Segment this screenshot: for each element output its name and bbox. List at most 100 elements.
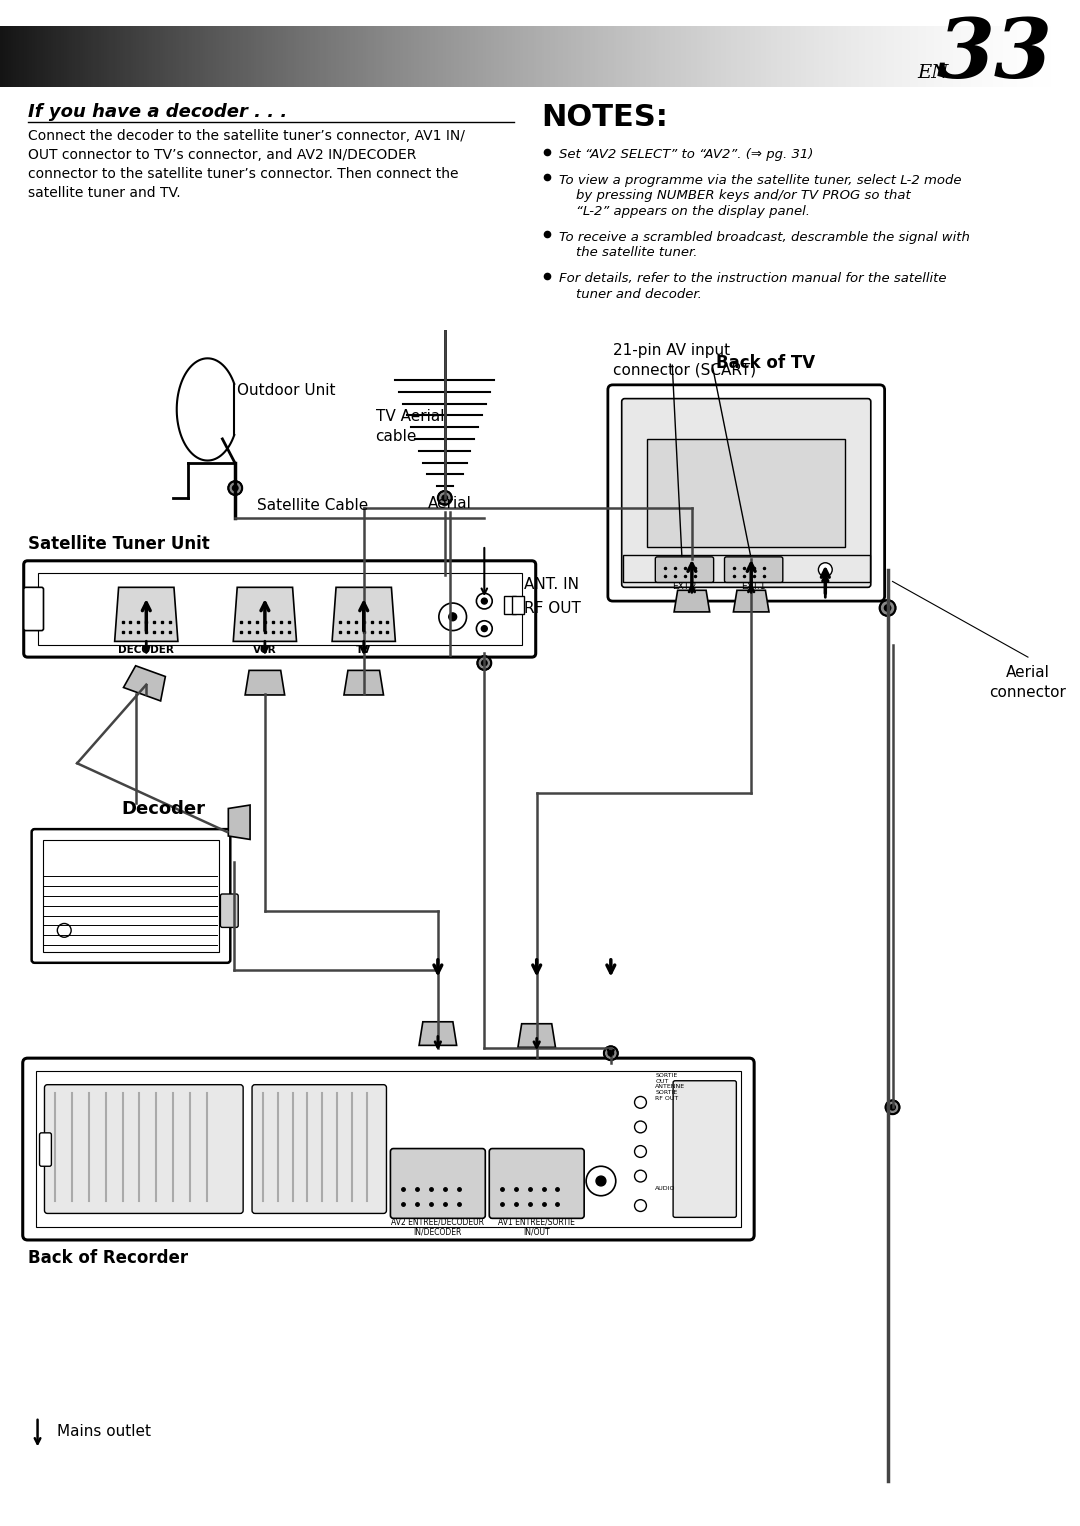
Bar: [328, 26, 332, 87]
Bar: [1001, 26, 1004, 87]
Bar: [1003, 26, 1007, 87]
Circle shape: [586, 1166, 616, 1196]
Bar: [64, 26, 67, 87]
Text: 33: 33: [936, 15, 1053, 95]
Bar: [571, 26, 575, 87]
Bar: [555, 26, 558, 87]
Bar: [769, 26, 772, 87]
Text: EXT.1: EXT.1: [741, 583, 766, 592]
Circle shape: [819, 563, 833, 577]
Bar: [270, 26, 273, 87]
Bar: [435, 26, 438, 87]
Bar: [923, 26, 927, 87]
Polygon shape: [674, 591, 710, 612]
Bar: [867, 26, 870, 87]
Circle shape: [635, 1146, 647, 1157]
Bar: [472, 26, 475, 87]
Bar: [457, 26, 459, 87]
Bar: [112, 26, 116, 87]
Bar: [147, 26, 150, 87]
Bar: [684, 26, 687, 87]
Bar: [548, 26, 550, 87]
Bar: [670, 26, 673, 87]
FancyBboxPatch shape: [656, 557, 714, 583]
FancyBboxPatch shape: [24, 560, 536, 658]
Bar: [667, 26, 671, 87]
Bar: [48, 26, 51, 87]
Bar: [644, 26, 646, 87]
Bar: [401, 26, 404, 87]
Bar: [907, 26, 910, 87]
Bar: [753, 26, 756, 87]
Polygon shape: [114, 588, 178, 641]
Bar: [798, 26, 801, 87]
Bar: [454, 26, 457, 87]
Bar: [240, 26, 243, 87]
Bar: [889, 26, 892, 87]
Text: Satellite Cable: Satellite Cable: [257, 497, 368, 513]
Bar: [38, 572, 522, 645]
Bar: [366, 26, 368, 87]
Bar: [312, 26, 315, 87]
Bar: [517, 26, 521, 87]
Circle shape: [890, 1105, 895, 1109]
Bar: [1032, 26, 1036, 87]
FancyBboxPatch shape: [673, 1080, 737, 1218]
Bar: [563, 26, 566, 87]
Bar: [846, 26, 849, 87]
Circle shape: [448, 613, 457, 621]
Bar: [261, 26, 265, 87]
Polygon shape: [245, 670, 285, 694]
Bar: [905, 26, 908, 87]
Text: VCR: VCR: [253, 645, 276, 655]
Bar: [811, 26, 814, 87]
Polygon shape: [343, 670, 383, 694]
Bar: [179, 26, 181, 87]
Bar: [998, 26, 1001, 87]
Bar: [83, 26, 86, 87]
Bar: [878, 26, 881, 87]
Circle shape: [886, 1100, 900, 1114]
Bar: [664, 26, 667, 87]
Bar: [357, 26, 361, 87]
Bar: [920, 26, 923, 87]
Bar: [310, 26, 313, 87]
Text: TV: TV: [356, 645, 372, 655]
Bar: [227, 26, 230, 87]
Circle shape: [885, 604, 891, 610]
Bar: [840, 26, 843, 87]
Bar: [633, 26, 636, 87]
Circle shape: [442, 494, 447, 501]
Bar: [724, 26, 727, 87]
Bar: [697, 26, 700, 87]
Polygon shape: [419, 1022, 457, 1045]
Bar: [416, 26, 419, 87]
Bar: [98, 26, 102, 87]
FancyBboxPatch shape: [220, 894, 239, 928]
Bar: [120, 26, 123, 87]
Bar: [1047, 26, 1050, 87]
Bar: [1052, 26, 1055, 87]
Bar: [318, 26, 321, 87]
Bar: [653, 26, 657, 87]
Bar: [307, 26, 310, 87]
Bar: [969, 26, 972, 87]
Bar: [301, 26, 305, 87]
Bar: [809, 26, 812, 87]
Bar: [510, 26, 513, 87]
Bar: [883, 26, 887, 87]
Text: by pressing NUMBER keys and/or TV PROG so that: by pressing NUMBER keys and/or TV PROG s…: [559, 189, 912, 203]
Bar: [624, 26, 627, 87]
Bar: [36, 1071, 741, 1227]
Bar: [675, 26, 678, 87]
Bar: [515, 26, 518, 87]
Bar: [451, 26, 455, 87]
Bar: [891, 26, 894, 87]
Bar: [699, 26, 702, 87]
Bar: [486, 26, 489, 87]
Circle shape: [476, 621, 492, 636]
Bar: [710, 26, 713, 87]
Bar: [967, 26, 969, 87]
Text: “L-2” appears on the display panel.: “L-2” appears on the display panel.: [559, 204, 810, 218]
Bar: [750, 26, 753, 87]
